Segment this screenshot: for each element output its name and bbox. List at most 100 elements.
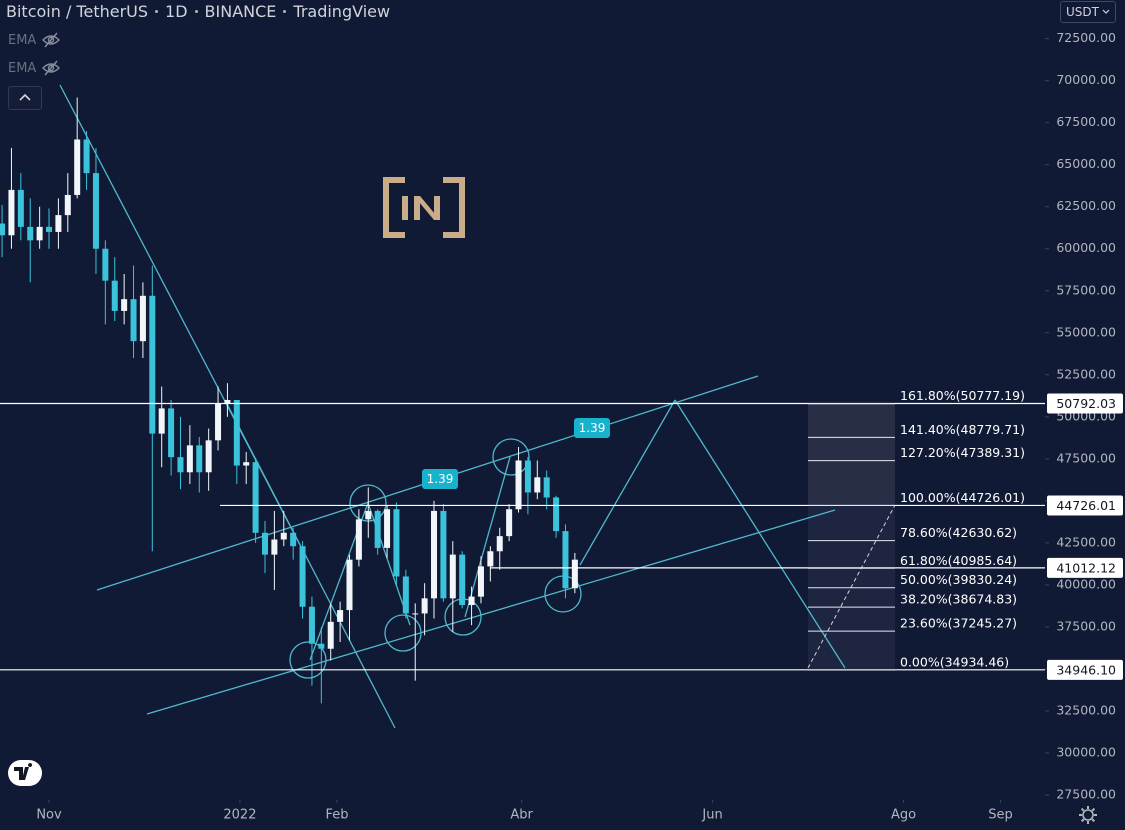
x-tick-label: Feb [325,808,348,823]
candle-body [111,280,118,311]
x-tick-label: Sep [988,808,1013,823]
candle-body [308,606,315,644]
candle-body [121,299,128,311]
candle-body [374,510,381,548]
y-tick-label: 65000.00 [1056,156,1116,171]
candle-body [252,462,259,533]
y-tick-label: 42500.00 [1056,534,1116,549]
candle-body [299,546,306,607]
x-tick-label: Ago [891,808,916,823]
y-tick-label: 30000.00 [1056,744,1116,759]
candle-body [431,510,438,599]
price-tag-label: 34946.10 [1056,662,1116,677]
indicator[interactable]: EMA [8,32,61,48]
fib-trend-line [807,504,896,669]
candle-body [534,477,541,493]
candle-body [543,477,550,498]
gear-tooth [1080,807,1085,812]
interval[interactable]: 1D [165,2,188,21]
candle-body [365,510,372,520]
indicator[interactable]: EMA [8,60,61,76]
y-tick-label: 40000.00 [1056,576,1116,591]
pattern-marker [492,438,530,476]
candle-body [384,509,391,548]
price-tag-label: 44726.01 [1056,498,1116,513]
candle-body [139,295,146,342]
candle-body [233,400,240,466]
pattern-marker [384,614,422,652]
price-tag [1047,557,1123,578]
y-tick-label: 60000.00 [1056,240,1116,255]
currency-select[interactable]: USDT [1060,1,1116,23]
candle-body [553,497,560,532]
price-axis [1045,0,1125,830]
indicator-name: EMA [8,32,37,48]
hidden-icon[interactable] [42,32,61,48]
y-tick-label: 57500.00 [1056,282,1116,297]
candle-body [337,610,344,622]
pattern-marker [289,641,327,679]
tv-logo [8,760,42,786]
ratio-badge [574,418,610,438]
gear-ring [1082,809,1094,821]
price-tag-label: 50792.03 [1056,396,1116,411]
time-axis [0,800,1045,830]
y-tick-label: 37500.00 [1056,618,1116,633]
y-tick-label: 62500.00 [1056,198,1116,213]
ratio-label: 1.39 [427,472,454,486]
candle-body [177,457,184,473]
chevron-icon [19,93,31,101]
candle-body [271,539,278,555]
y-tick-label: 52500.00 [1056,366,1116,381]
candle-body [402,576,409,614]
y-tick-label: 32500.00 [1056,702,1116,717]
y-tick-label: 72500.00 [1056,30,1116,45]
fib-label: 127.20%(47389.31) [900,445,1025,460]
x-tick-label: Jun [701,808,722,823]
fib-label: 61.80%(40985.64) [900,553,1017,568]
fib-label: 38.20%(38674.83) [900,592,1017,607]
fib-label: 141.40%(48779.71) [900,422,1025,437]
candle-body [393,509,400,577]
candle-body [506,509,513,537]
settings-icon[interactable] [1079,806,1097,824]
trend-line [146,509,836,715]
candle-body [515,460,522,510]
candle-body [27,226,34,241]
trend-line [674,399,846,669]
ratio-label: 1.39 [579,421,606,435]
candle-body [261,532,268,555]
candle-body [571,559,578,589]
candle-body [55,215,62,232]
hidden-icon[interactable] [42,60,61,76]
candle-body [327,621,334,649]
candle-body [64,194,71,216]
source: TradingView [293,2,391,21]
trend-line [579,399,676,566]
candle-body [524,460,531,493]
candle-body [36,226,43,241]
y-tick-label: 67500.00 [1056,114,1116,129]
candle-body [224,400,231,404]
candle-body [74,139,81,195]
candle-body [215,403,222,441]
candle-body [421,598,428,614]
collapse-button[interactable] [8,86,42,110]
tv-logo-mark [14,763,33,780]
ratio-badge [422,469,458,489]
gear-tooth [1091,807,1096,812]
candle-body [290,532,297,547]
candle-body [158,408,165,434]
candle-body [468,596,475,606]
candle-body [102,248,109,281]
price-tag [1047,495,1123,516]
price-tag [1047,393,1123,414]
candle-body [196,445,203,473]
fib-label: 161.80%(50777.19) [900,388,1025,403]
candle-body [0,223,6,236]
candle-body [17,189,24,227]
candle-body [346,559,353,611]
candle-body [205,440,212,473]
candle-body [562,531,569,589]
y-tick-label: 47500.00 [1056,450,1116,465]
